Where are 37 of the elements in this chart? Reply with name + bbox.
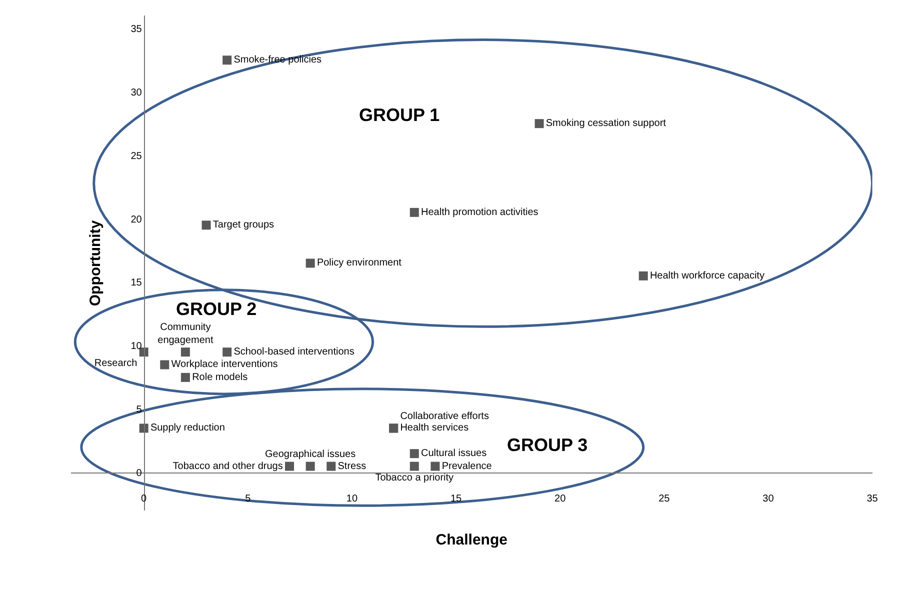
data-label: Smoking cessation support [546,118,666,130]
data-label: Health promotion activities [421,206,538,218]
annotation: GROUP 2 [176,299,257,319]
x-tick-label: 10 [346,494,358,505]
data-label: Research [94,358,138,370]
data-label: Target groups [212,220,274,231]
data-label: Stress [338,460,366,472]
x-tick-label: 25 [658,494,670,505]
data-label: Role models [192,372,248,383]
data-label: School-based interventions [234,346,354,358]
data-label: Cultural issues [421,448,487,460]
x-tick-label: 35 [866,494,878,505]
data-label: Health services [400,422,469,434]
y-tick-label: 20 [130,214,142,226]
data-label: Tobacco and other drugs [172,460,283,472]
x-tick-label: 20 [554,494,566,505]
data-label: Community engagement [158,322,214,346]
data-label: Tobacco a priority [375,472,454,484]
x-tick-label: 5 [245,494,252,505]
y-tick-label: 15 [130,278,142,289]
data-label: Workplace interventions [171,359,278,370]
y-tick-label: 25 [130,150,142,162]
y-tick-label: 0 [136,468,142,480]
y-tick-label: 10 [130,341,142,352]
data-label: Collaborative efforts [400,411,489,422]
data-label: Geographical issues [265,449,356,460]
y-tick-label: 30 [130,87,142,98]
annotation: GROUP 1 [359,105,440,125]
data-label: Policy environment [316,258,402,269]
data-label: Prevalence [442,460,492,472]
y-tick-label: 35 [130,24,142,35]
annotation: GROUP 3 [507,435,588,455]
x-axis-title: Challenge [436,532,508,549]
data-label: Health workforce capacity [650,270,764,282]
y-axis-title: Opportunity [86,220,104,306]
data-label: Supply reduction [150,422,225,434]
x-tick-label: 30 [762,494,774,505]
